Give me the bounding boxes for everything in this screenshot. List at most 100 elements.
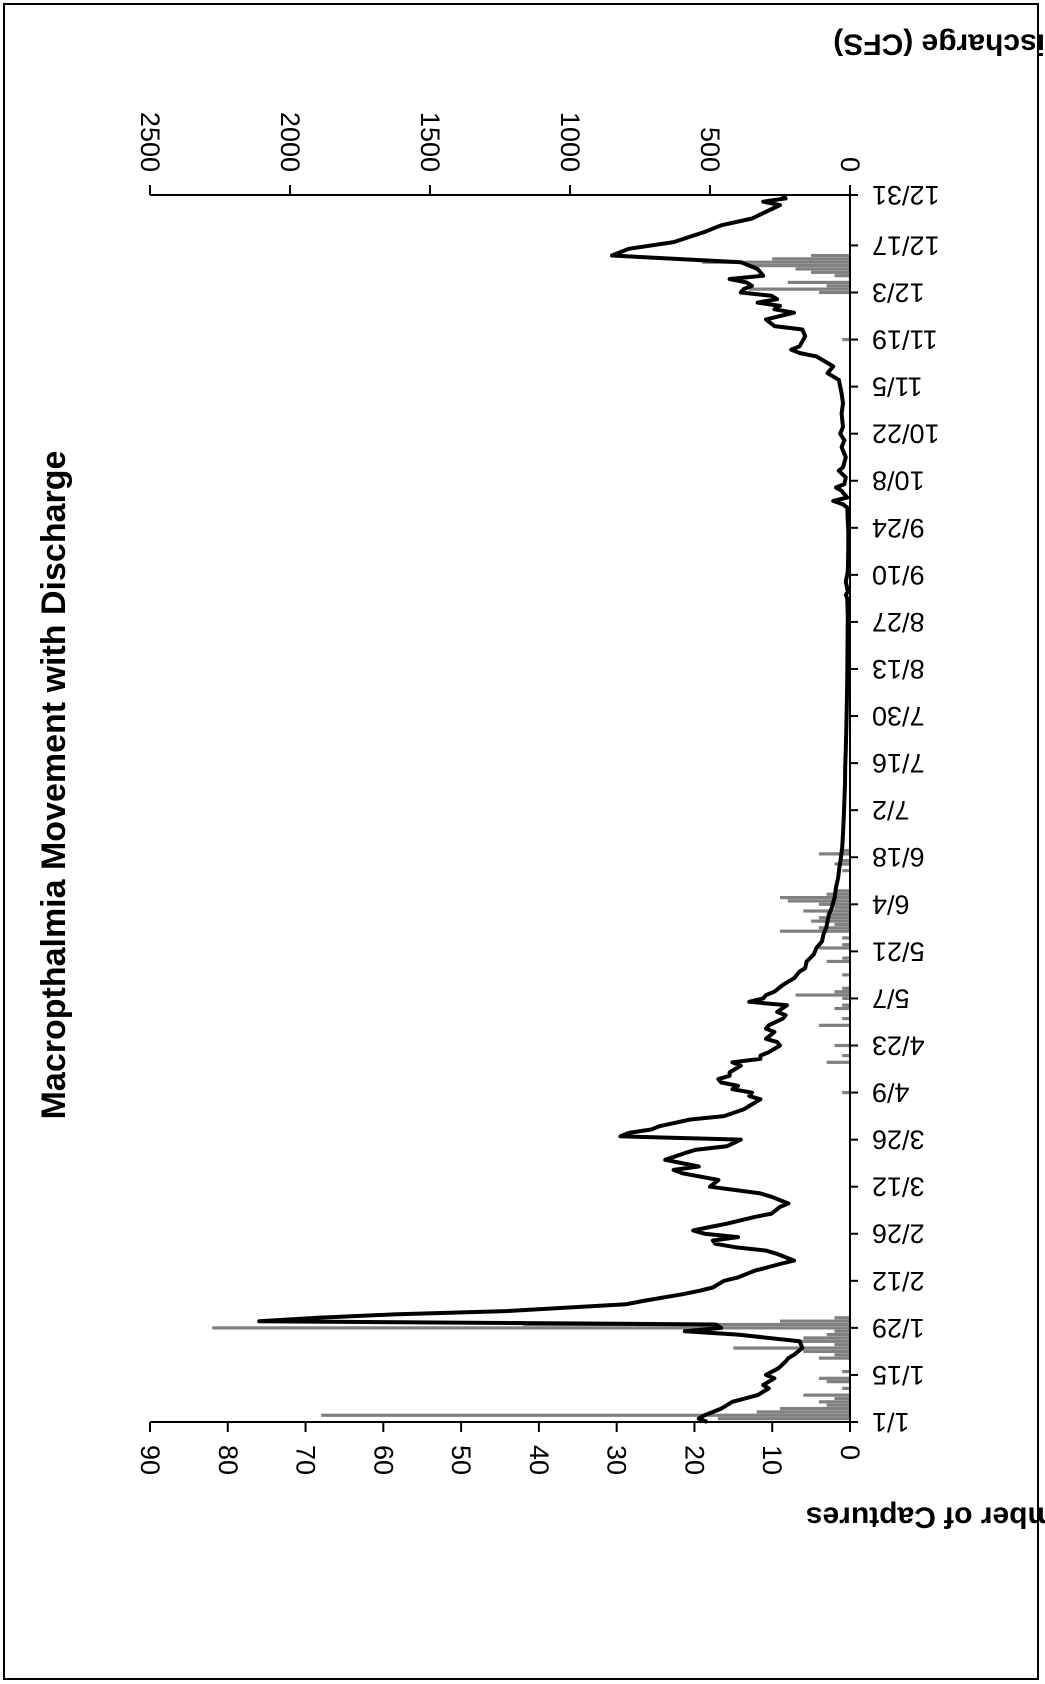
capture-bar [702,260,850,264]
capture-bar [818,926,850,930]
discharge-tick-label: 1500 [415,112,445,172]
date-tick-label: 12/31 [872,180,940,210]
date-tick-label: 2/26 [872,1219,925,1249]
capture-bar [842,859,850,863]
capture-bar [826,959,850,964]
captures-tick-label: 70 [291,1445,321,1475]
capture-bar [834,889,850,893]
date-tick-label: 7/16 [872,748,925,778]
date-tick-label: 4/9 [872,1078,910,1108]
capture-bar [780,1319,850,1323]
capture-bar [826,912,850,916]
capture-bar [826,1060,850,1064]
discharge-tick-label: 500 [695,127,725,172]
capture-bar [787,280,850,285]
capture-bar [842,956,850,960]
capture-bar [780,929,850,933]
capture-bar [818,946,850,950]
date-tick-label: 3/12 [872,1172,925,1202]
capture-bar [780,895,850,900]
capture-bars [212,253,851,1421]
right-axis-title: Discharge (CFS) [833,28,1045,61]
capture-bar [826,1403,850,1407]
date-tick-label: 10/22 [872,419,940,449]
capture-bar [795,267,850,271]
capture-bar [748,287,850,291]
capture-bar [826,1332,850,1337]
capture-bar [842,337,850,342]
date-tick-label: 8/13 [872,654,925,684]
date-tick-label: 11/19 [872,325,938,355]
capture-bar [818,1376,850,1380]
captures-tick-label: 40 [524,1445,554,1475]
capture-bar [834,1343,850,1347]
date-tick-label: 12/3 [872,277,925,307]
capture-bar [834,922,850,927]
date-tick-label: 1/1 [872,1407,910,1437]
capture-bar [811,919,850,923]
date-tick-label: 9/10 [872,560,925,590]
capture-bar [834,906,850,910]
capture-bar [834,862,850,866]
capture-bar [818,852,850,856]
plot-area: 0 10 20 30 40 50 60 70 80 90 0 500 1000 1500 2000 2500 1… [35,28,1045,1534]
captures-tick-label: 30 [602,1445,632,1475]
capture-bar [756,1410,850,1414]
capture-bar [834,1353,850,1357]
capture-bar [748,263,850,268]
capture-bar [842,973,850,977]
capture-bar [834,1316,850,1320]
tick-labels: 0 10 20 30 40 50 60 70 80 90 0 500 1000 1500 2000 2500 1… [135,112,940,1475]
capture-bar [834,1006,850,1011]
capture-bar [826,1380,850,1384]
date-tick-label: 6/18 [872,842,925,872]
date-tick-label: 1/15 [872,1360,925,1390]
capture-bar [834,1043,850,1048]
capture-bar [803,1393,850,1397]
capture-bar [818,1400,850,1404]
left-axis-title: Number of Captures [806,1501,1045,1534]
capture-bar [780,1406,850,1411]
capture-bar [842,936,850,940]
capture-bar [834,1396,850,1401]
captures-tick-label: 0 [835,1445,865,1460]
date-tick-label: 3/26 [872,1125,925,1155]
capture-bar [834,274,850,278]
captures-tick-label: 60 [368,1445,398,1475]
discharge-tick-label: 1000 [555,112,585,172]
captures-tick-label: 90 [135,1445,165,1475]
date-tick-label: 5/7 [872,983,910,1013]
capture-bar [787,899,850,903]
capture-bar [803,1336,850,1340]
chart-title: Macropthalmia Movement with Discharge [35,451,73,1120]
date-tick-label: 2/12 [872,1266,925,1296]
discharge-tick-label: 0 [835,157,865,172]
discharge-line [257,193,851,1424]
date-tick-label: 6/4 [872,889,910,919]
capture-bar [321,1413,851,1417]
chart-frame [3,3,1039,1680]
capture-bar [842,869,850,873]
capture-bar [818,916,850,920]
capture-bar [842,1053,850,1058]
capture-bar [212,1326,850,1330]
date-tick-label: 12/17 [872,230,940,260]
discharge-tick-label: 2500 [135,112,165,172]
capture-bar [842,996,850,1001]
date-tick-label: 9/24 [872,513,925,543]
capture-bar [811,270,850,274]
capture-bar [795,993,850,997]
axes [149,185,858,1432]
capture-bar [818,290,850,295]
captures-tick-label: 10 [757,1445,787,1475]
date-tick-label: 11/5 [872,372,923,402]
capture-bar [842,986,850,990]
captures-tick-label: 50 [446,1445,476,1475]
capture-bar [818,1356,850,1360]
capture-bar [772,257,850,261]
capture-bar [826,892,850,896]
capture-bar [834,990,850,994]
capture-bar [733,1346,850,1350]
capture-bar [834,1329,850,1333]
